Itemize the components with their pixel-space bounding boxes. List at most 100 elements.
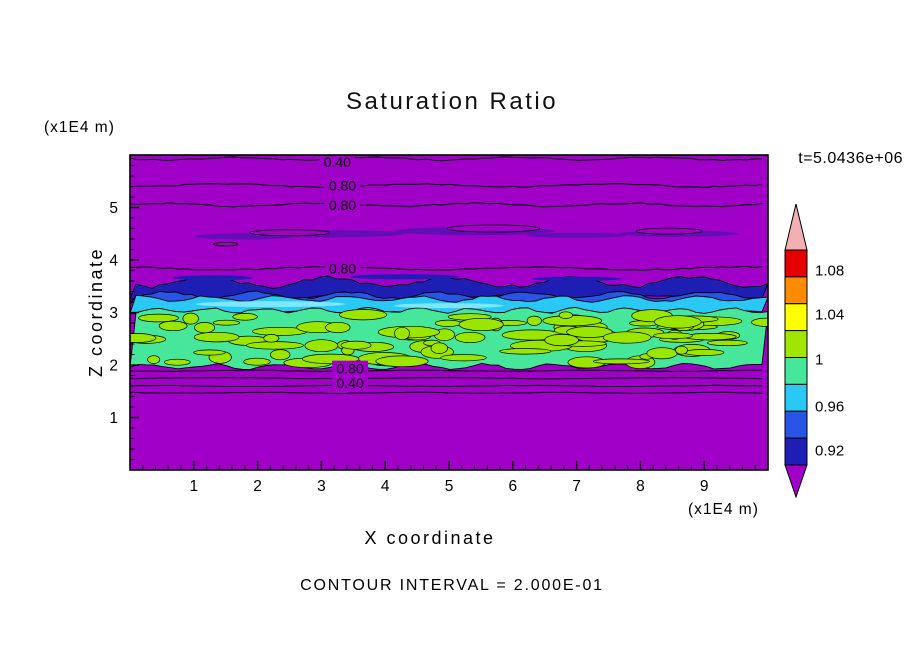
colorbar-segment: [784, 357, 808, 385]
contour-label-mask: [332, 374, 369, 390]
contour-line: [130, 265, 763, 271]
supersaturated-patch: [440, 354, 487, 362]
supersaturated-patch: [375, 355, 429, 368]
supersaturated-patch: [558, 311, 573, 319]
contour-line: [130, 369, 763, 373]
colorbar-segment: [784, 303, 808, 332]
navy-wisp: [349, 274, 460, 280]
colorbar-tick-label: 1.04: [815, 307, 844, 324]
contour-line: [130, 391, 763, 394]
supersaturated-patch: [212, 319, 240, 326]
x-axis-title: X coordinate: [364, 528, 496, 548]
colorbar-tick-label: 0.92: [815, 442, 844, 459]
navy-wisp: [531, 276, 622, 281]
time-annotation: t=5.0436e+06: [798, 150, 903, 167]
supersaturated-patch: [263, 334, 280, 343]
supersaturated-patch: [270, 349, 291, 361]
z-tick-label: 4: [109, 253, 118, 270]
light-cyan-streak: [394, 303, 504, 309]
supersaturated-patch: [542, 315, 602, 327]
navy-wisp: [172, 275, 253, 281]
supersaturated-patch: [339, 309, 388, 321]
supersaturated-patch: [653, 315, 702, 329]
supersaturated-patch: [434, 319, 462, 327]
colorbar-segment: [784, 410, 808, 439]
supersaturated-patch: [675, 345, 688, 355]
closed-contour-lens: [635, 227, 703, 235]
supersaturated-patch: [193, 349, 226, 356]
z-tick-label: 1: [109, 410, 118, 427]
colorbar-segment: [784, 249, 808, 278]
x-tick-label: 1: [189, 478, 198, 495]
contour-interval-caption: CONTOUR INTERVAL = 2.000E-01: [300, 577, 604, 594]
chart-title: Saturation Ratio: [345, 88, 559, 115]
contour-label: 0.80: [329, 197, 356, 213]
supersaturated-patch: [458, 317, 504, 332]
contour-line: [130, 202, 763, 208]
supersaturated-patch: [602, 331, 652, 344]
colorbar-top-cap: [784, 203, 808, 251]
x-tick-label: 7: [572, 478, 581, 495]
contour-line: [130, 384, 763, 388]
dark-streak: [526, 232, 627, 238]
light-cyan-streak: [195, 301, 346, 308]
contour-label: 0.80: [329, 177, 356, 193]
closed-contour-lens: [249, 229, 330, 237]
colorbar-tick-label: 1.08: [815, 262, 844, 279]
axes: 1 2 3 4 5 6 7 8 9 1 2 3 4 5: [109, 154, 769, 495]
x-tick-label: 9: [700, 478, 709, 495]
z-tick-label: 3: [109, 305, 118, 322]
supersaturated-patch: [130, 333, 157, 343]
supersaturated-patch: [646, 347, 678, 360]
contour-label-mask: [332, 360, 369, 376]
supersaturated-patch: [653, 332, 693, 340]
supersaturated-patch: [707, 339, 748, 347]
colorbar-segment: [784, 276, 808, 305]
supersaturated-patch: [246, 341, 304, 350]
supersaturated-patch: [499, 348, 552, 355]
supersaturated-patch: [243, 357, 271, 366]
supersaturated-patch: [304, 339, 339, 353]
x-tick-label: 2: [253, 478, 262, 495]
closed-contour-lens: [213, 242, 239, 247]
supersaturated-patch: [340, 340, 372, 350]
contour-label: 0.40: [324, 154, 351, 170]
contour-label: 0.80: [329, 260, 356, 276]
z-axis-unit-label: (x1E4 m): [44, 119, 115, 136]
closed-contour-lens: [447, 224, 541, 233]
supersaturated-patch: [158, 320, 188, 332]
x-tick-label: 5: [445, 478, 454, 495]
contour-label-mask: [324, 196, 361, 212]
supersaturated-patch: [232, 313, 258, 321]
supersaturated-patch: [544, 334, 579, 347]
x-tick-label: 4: [381, 478, 390, 495]
contour-line: [130, 376, 763, 380]
colorbar-tick-label: 0.96: [815, 399, 844, 416]
contour-label-mask: [319, 155, 356, 169]
x-tick-label: 6: [508, 478, 517, 495]
supersaturated-patch: [566, 326, 613, 338]
supersaturated-patch: [430, 342, 448, 354]
supersaturated-patch: [454, 331, 486, 344]
supersaturated-patch: [683, 349, 725, 356]
contour-field: 0.400.800.800.800.800.40: [130, 154, 768, 470]
contour-label: 0.80: [336, 361, 363, 377]
contour-label-mask: [324, 260, 361, 276]
supersaturated-patch: [164, 358, 191, 366]
supersaturated-patch: [138, 313, 179, 323]
supersaturated-patch: [751, 317, 768, 327]
supersaturated-patch: [147, 355, 161, 364]
contour-label: 0.40: [336, 375, 363, 391]
x-tick-label: 3: [317, 478, 326, 495]
colorbar: 1.08 1.04 1 0.96 0.92: [784, 203, 844, 499]
colorbar-segment: [784, 330, 808, 359]
supersaturated-patch: [193, 331, 240, 343]
contour-label-mask: [324, 177, 361, 193]
supersaturated-patch: [394, 326, 410, 341]
contour-line: [130, 183, 763, 189]
x-tick-label: 8: [636, 478, 645, 495]
contour-line: [130, 156, 762, 162]
colorbar-tick-label: 1: [815, 352, 823, 369]
